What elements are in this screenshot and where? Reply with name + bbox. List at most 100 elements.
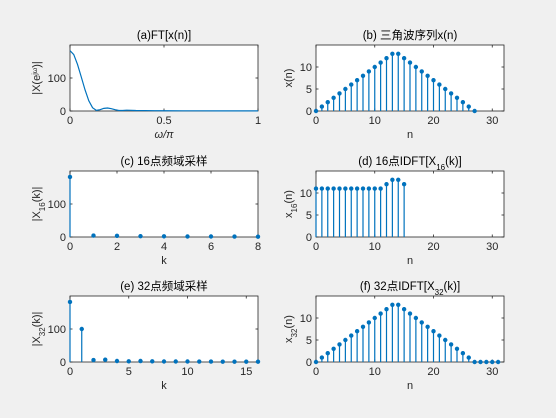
chart-title: (f) 32点IDFT[X32(k)] <box>360 280 460 297</box>
stem-marker <box>185 359 190 364</box>
stem-marker <box>343 186 348 191</box>
stem-marker <box>173 359 178 364</box>
x-tick-label: 0 <box>313 241 319 253</box>
stem-marker <box>384 307 389 312</box>
x-tick-label: 1 <box>255 115 261 127</box>
stem-marker <box>220 359 225 364</box>
x-tick-label: 10 <box>181 366 193 378</box>
y-tick-label: 0 <box>306 106 312 118</box>
stem-marker <box>443 337 448 343</box>
stem-marker <box>396 302 401 307</box>
stem-marker <box>244 359 249 364</box>
stem-marker <box>255 359 261 364</box>
y-axis-label: x32(n) <box>283 315 299 343</box>
stem-marker <box>343 86 348 92</box>
stem-marker <box>343 337 348 343</box>
stem-marker <box>319 355 325 360</box>
y-tick-label: 10 <box>300 313 312 325</box>
stem-marker <box>103 357 108 362</box>
stem-marker <box>67 299 73 305</box>
stem-marker <box>319 104 325 109</box>
stem-marker <box>313 186 319 191</box>
x-tick-label: 20 <box>427 115 439 127</box>
stem-marker <box>354 77 360 83</box>
x-axis-label: ω/π <box>155 129 175 141</box>
y-axis-label: |X(ejω)| <box>31 61 43 95</box>
x-tick-label: 20 <box>427 366 439 378</box>
x-tick-label: 0 <box>67 366 73 378</box>
stem-marker <box>354 186 360 191</box>
stem-marker <box>185 234 190 239</box>
x-tick-label: 0 <box>313 366 319 378</box>
stem-marker <box>390 302 395 307</box>
x-tick-label: 0 <box>67 115 73 127</box>
stem-marker <box>378 60 383 65</box>
axes-box <box>315 170 505 238</box>
stem-marker <box>67 174 73 180</box>
stem-marker <box>79 326 84 332</box>
stem-marker <box>372 186 377 191</box>
stem-marker <box>366 186 372 191</box>
stem-marker <box>490 359 495 365</box>
stem-marker <box>313 359 319 365</box>
stem-marker <box>197 359 202 364</box>
stem-marker <box>419 69 424 74</box>
y-tick-label: 5 <box>306 335 312 347</box>
stem-marker <box>366 69 372 74</box>
stem-marker <box>390 177 395 183</box>
stem-marker <box>401 307 407 312</box>
stem-marker <box>360 73 366 79</box>
y-tick-label: 100 <box>48 199 66 211</box>
stem-marker <box>495 359 501 365</box>
x-tick-label: 30 <box>486 241 498 253</box>
panel-f: 0 10 20 30 0 5 10 (f) 32点IDFT[X32(k)] n x32(n) <box>283 280 505 392</box>
stem-marker <box>472 108 477 114</box>
axes-box <box>69 295 259 363</box>
y-axis-label: |X32(k)| <box>31 312 47 347</box>
x-tick-label: 30 <box>486 366 498 378</box>
x-tick-label: 20 <box>427 241 439 253</box>
x-axis-label: k <box>161 255 167 267</box>
x-tick-label: 0.5 <box>156 115 171 127</box>
stem-marker <box>366 320 372 325</box>
stem-marker <box>325 186 330 191</box>
x-axis-label: n <box>407 255 413 267</box>
stem-marker <box>114 358 120 364</box>
stem-marker <box>401 182 407 187</box>
x-axis-label: n <box>407 129 413 141</box>
stem-marker <box>349 82 354 87</box>
axes-box <box>69 170 259 238</box>
stem-marker <box>396 51 401 56</box>
x-axis-label: n <box>407 380 413 392</box>
stem-marker <box>448 91 454 96</box>
stem-marker <box>349 186 354 191</box>
x-tick-label: 0 <box>67 241 73 253</box>
stem-marker <box>454 346 460 351</box>
y-tick-label: 100 <box>48 324 66 336</box>
stem-marker <box>360 186 366 191</box>
x-tick-label: 10 <box>369 115 381 127</box>
stem-marker <box>126 359 131 364</box>
stem-marker <box>425 73 430 79</box>
y-tick-label: 5 <box>306 84 312 96</box>
y-tick-label: 100 <box>48 73 66 85</box>
panel-e: 0 5 10 15 0 100 (e) 32点频域采样 k |X32(k)| <box>31 279 261 392</box>
axes-box <box>69 44 259 112</box>
stem-marker <box>454 95 460 101</box>
x-tick-label: 8 <box>255 241 261 253</box>
chart-title: (b) 三角波序列x(n) <box>363 28 458 42</box>
stem-marker <box>396 177 401 183</box>
x-tick-label: 6 <box>208 241 214 253</box>
stem-marker <box>419 320 424 325</box>
stem-marker <box>208 234 214 239</box>
x-tick-label: 2 <box>114 241 120 253</box>
x-tick-label: 10 <box>369 241 381 253</box>
y-tick-label: 5 <box>306 210 312 222</box>
stem-marker <box>331 95 336 101</box>
stem-marker <box>232 359 237 364</box>
chart-title: (a)FT[x(n)] <box>137 30 191 42</box>
y-tick-label: 0 <box>60 232 66 244</box>
stem-marker <box>448 342 454 347</box>
chart-title: (e) 32点频域采样 <box>120 279 208 293</box>
panel-c: 0 2 4 6 8 0 100 (c) 16点频域采样 k |X16(k)| <box>31 154 261 267</box>
